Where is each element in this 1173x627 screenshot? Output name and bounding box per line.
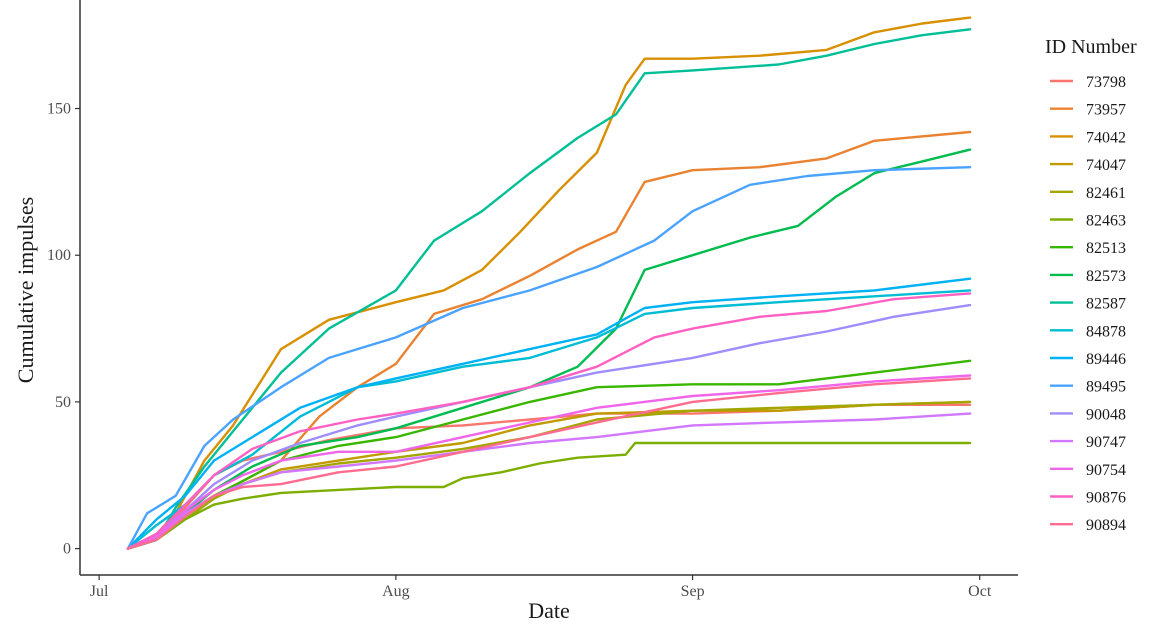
legend-label: 74042 [1086,129,1126,146]
y-tick-label: 50 [55,394,71,411]
y-axis-title: Cumulative impulses [13,197,38,383]
legend-label: 89446 [1086,351,1126,368]
x-axis-ticks: Jul Aug Sep Oct [90,575,992,600]
legend-label: 82573 [1086,268,1126,285]
y-tick-label: 150 [47,101,71,118]
legend-label: 82461 [1086,185,1126,202]
legend-label: 74047 [1086,157,1126,174]
y-tick-label: 0 [63,541,71,558]
legend-label: 82463 [1086,213,1126,230]
x-tick-label: Oct [968,583,992,600]
y-tick-label: 100 [47,247,71,264]
legend-title: ID Number [1045,36,1137,58]
legend-label: 73957 [1086,102,1126,119]
series-line-82461 [126,400,972,550]
x-tick-label: Sep [681,583,705,600]
legend-label: 82513 [1086,240,1126,257]
series-line-82463 [126,441,972,550]
legend-label: 84878 [1086,323,1126,340]
series-line-90048 [126,303,972,550]
series-line-82513 [126,359,972,550]
legend-label: 90747 [1086,434,1126,451]
legend-label: 90894 [1086,517,1126,534]
series-line-82573 [126,148,972,550]
legend-label: 82587 [1086,296,1126,313]
legend-label: 73798 [1086,74,1126,91]
y-axis-ticks: 0 50 100 150 [47,101,80,558]
series-line-90894 [126,377,972,550]
series-lines [126,16,972,550]
x-tick-label: Jul [90,583,109,600]
x-tick-label: Aug [382,583,410,600]
series-line-90747 [126,412,972,550]
series-line-89495 [126,166,972,550]
series-line-74042 [126,16,972,550]
legend-label: 90876 [1086,490,1126,507]
x-axis-title: Date [528,598,570,623]
legend-label: 89495 [1086,379,1126,396]
series-line-90754 [126,374,972,550]
series-line-89446 [126,277,972,550]
legend: ID Number 73798 73957 74042 74047 82461 82463… [1045,36,1137,534]
series-line-82587 [126,28,972,550]
series-line-73798 [126,403,972,550]
series-line-90876 [126,292,972,550]
legend-label: 90048 [1086,406,1126,423]
legend-label: 90754 [1086,462,1126,479]
